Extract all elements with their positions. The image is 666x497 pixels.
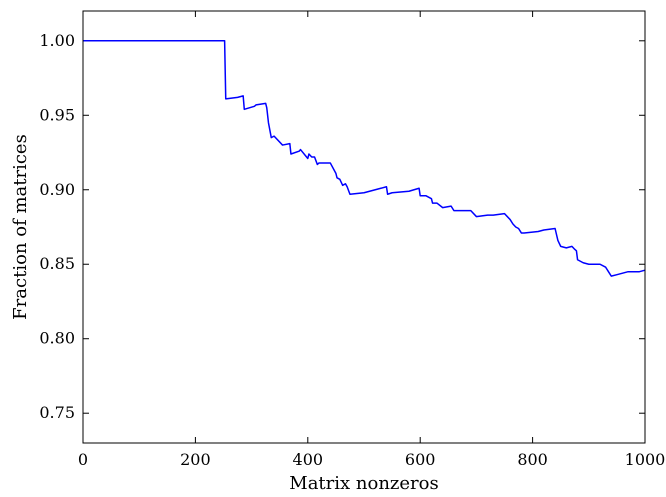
x-tick-label: 400 bbox=[293, 450, 324, 469]
y-axis-title: Fraction of matrices bbox=[10, 134, 31, 320]
x-tick-label: 0 bbox=[78, 450, 88, 469]
y-tick-label: 0.95 bbox=[39, 105, 75, 124]
x-tick-label: 1000 bbox=[625, 450, 666, 469]
x-tick-label: 200 bbox=[180, 450, 211, 469]
y-tick-label: 0.90 bbox=[39, 180, 75, 199]
x-tick-label: 600 bbox=[405, 450, 436, 469]
x-axis-ticks: 0 200 400 600 800 1000 bbox=[78, 11, 665, 469]
y-tick-label: 1.00 bbox=[39, 31, 75, 50]
plot-frame bbox=[82, 10, 646, 444]
x-axis-title: Matrix nonzeros bbox=[289, 473, 438, 494]
y-tick-label: 0.80 bbox=[39, 329, 75, 348]
y-tick-label: 0.75 bbox=[39, 403, 75, 422]
y-tick-label: 0.85 bbox=[39, 254, 75, 273]
x-tick-label: 800 bbox=[517, 450, 548, 469]
y-axis-ticks: 0.75 0.80 0.85 0.90 0.95 1.00 bbox=[39, 31, 645, 422]
series-line bbox=[83, 40, 646, 277]
